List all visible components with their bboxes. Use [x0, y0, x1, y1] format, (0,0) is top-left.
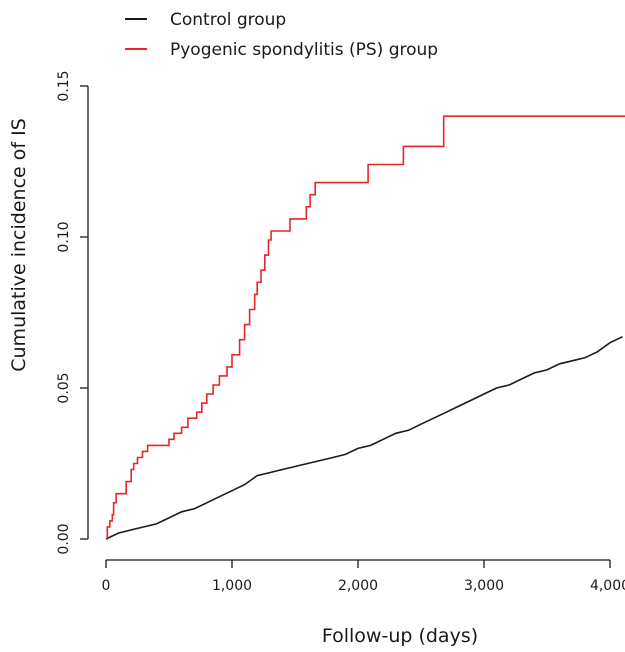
y-tick-label: 0.00 — [56, 523, 72, 554]
y-axis-title: Cumulative incidence of IS — [8, 118, 30, 372]
series-line-ps — [106, 115, 625, 540]
y-tick-label: 0.10 — [56, 221, 72, 252]
x-tick-label: 2,000 — [338, 578, 378, 594]
legend: Control group Pyogenic spondylitis (PS) … — [125, 10, 438, 60]
x-axis-title: Follow-up (days) — [322, 625, 478, 647]
x-tick-label: 1,000 — [212, 578, 252, 594]
series-layer — [105, 115, 625, 540]
x-axis-ticks: 0 1,000 2,000 3,000 4,000 — [102, 560, 625, 594]
legend-label-control: Control group — [170, 10, 286, 30]
x-tick-label: 0 — [102, 578, 111, 594]
y-axis-ticks: 0.00 0.05 0.10 0.15 — [56, 70, 88, 555]
y-tick-label: 0.15 — [56, 70, 72, 101]
x-tick-label: 4,000 — [590, 578, 625, 594]
x-tick-label: 3,000 — [464, 578, 504, 594]
legend-label-ps: Pyogenic spondylitis (PS) group — [170, 40, 438, 60]
series-line-control — [105, 335, 623, 540]
y-tick-label: 0.05 — [56, 372, 72, 403]
